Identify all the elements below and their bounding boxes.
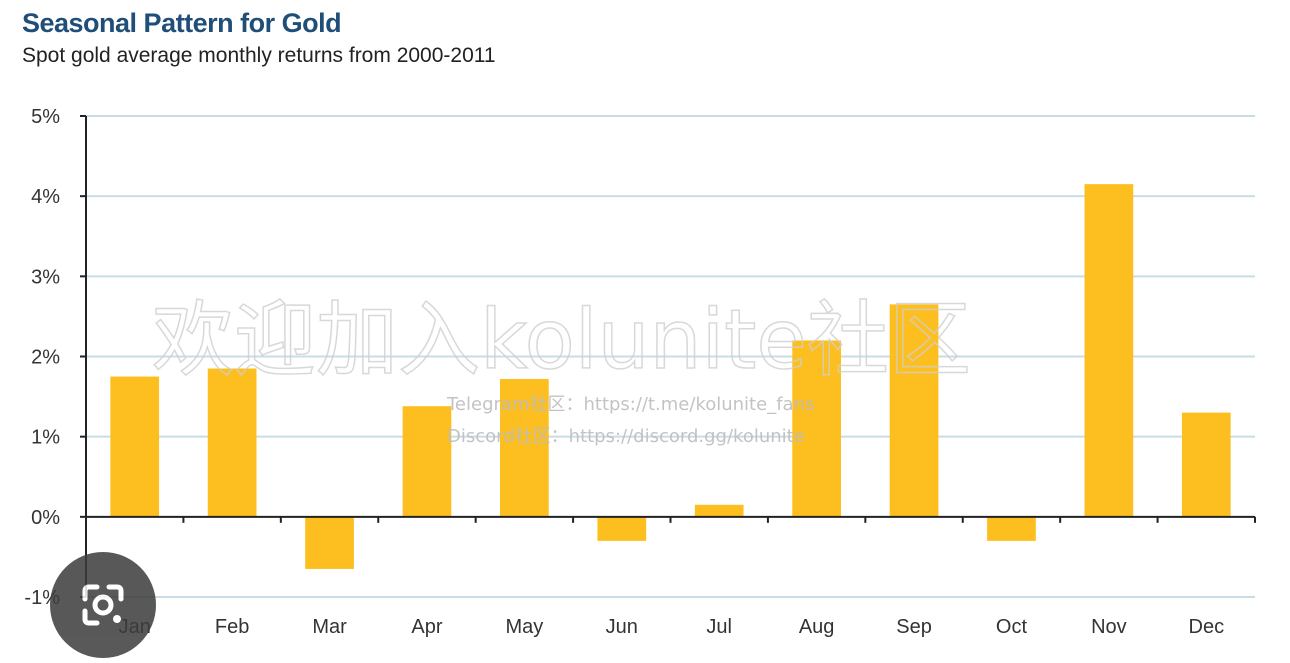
y-tick-label: 1%: [31, 427, 60, 449]
y-tick-label: 0%: [31, 507, 60, 529]
y-tick-label: 3%: [31, 266, 60, 288]
bar-jul: [694, 504, 744, 517]
bar-aug: [792, 340, 841, 517]
y-tick-labels: -1%0%1%2%3%4%5%: [24, 106, 60, 609]
axes: [80, 115, 1256, 598]
x-tick-label: May: [505, 616, 543, 638]
bar-jun: [597, 516, 647, 541]
y-tick-label: 2%: [31, 347, 60, 369]
x-tick-labels: JanFebMarAprMayJunJulAugSepOctNovDec: [119, 616, 1224, 638]
x-tick-label: Aug: [799, 616, 835, 638]
y-tick-label: 5%: [31, 106, 60, 128]
google-lens-button[interactable]: [50, 552, 156, 658]
x-tick-label: Sep: [896, 616, 932, 638]
x-tick-label: Apr: [411, 616, 442, 638]
watermark-main: 欢迎加入kolunite社区: [152, 293, 971, 388]
x-tick-label: Mar: [312, 616, 347, 638]
x-tick-label: Dec: [1189, 616, 1225, 638]
watermark-telegram: Telegram社区：https://t.me/kolunite_fans: [446, 394, 814, 415]
watermark-discord: Discord社区：https://discord.gg/kolunite: [447, 426, 805, 447]
y-tick-label: 4%: [31, 186, 60, 208]
watermark: 欢迎加入kolunite社区 Telegram社区：https://t.me/k…: [151, 292, 971, 447]
bar-dec: [1181, 412, 1231, 517]
bar-nov: [1084, 184, 1134, 517]
x-tick-label: Nov: [1091, 616, 1127, 638]
gridlines: [86, 115, 1255, 598]
x-tick-label: Feb: [215, 616, 249, 638]
chart-subtitle: Spot gold average monthly returns from 2…: [22, 44, 496, 67]
bar-feb: [207, 368, 257, 517]
bar-apr: [402, 406, 452, 517]
x-tick-label: Jul: [706, 616, 732, 638]
bar-sep: [889, 304, 939, 517]
bar-may: [500, 378, 549, 517]
google-lens-icon: [82, 584, 124, 626]
bar-oct: [987, 516, 1036, 541]
x-tick-label: Jun: [606, 616, 638, 638]
bar-mar: [305, 516, 354, 569]
x-tick-label: Oct: [996, 616, 1028, 638]
bars: [110, 184, 1231, 569]
chart-title: Seasonal Pattern for Gold: [22, 8, 342, 38]
bar-jan: [110, 376, 160, 517]
